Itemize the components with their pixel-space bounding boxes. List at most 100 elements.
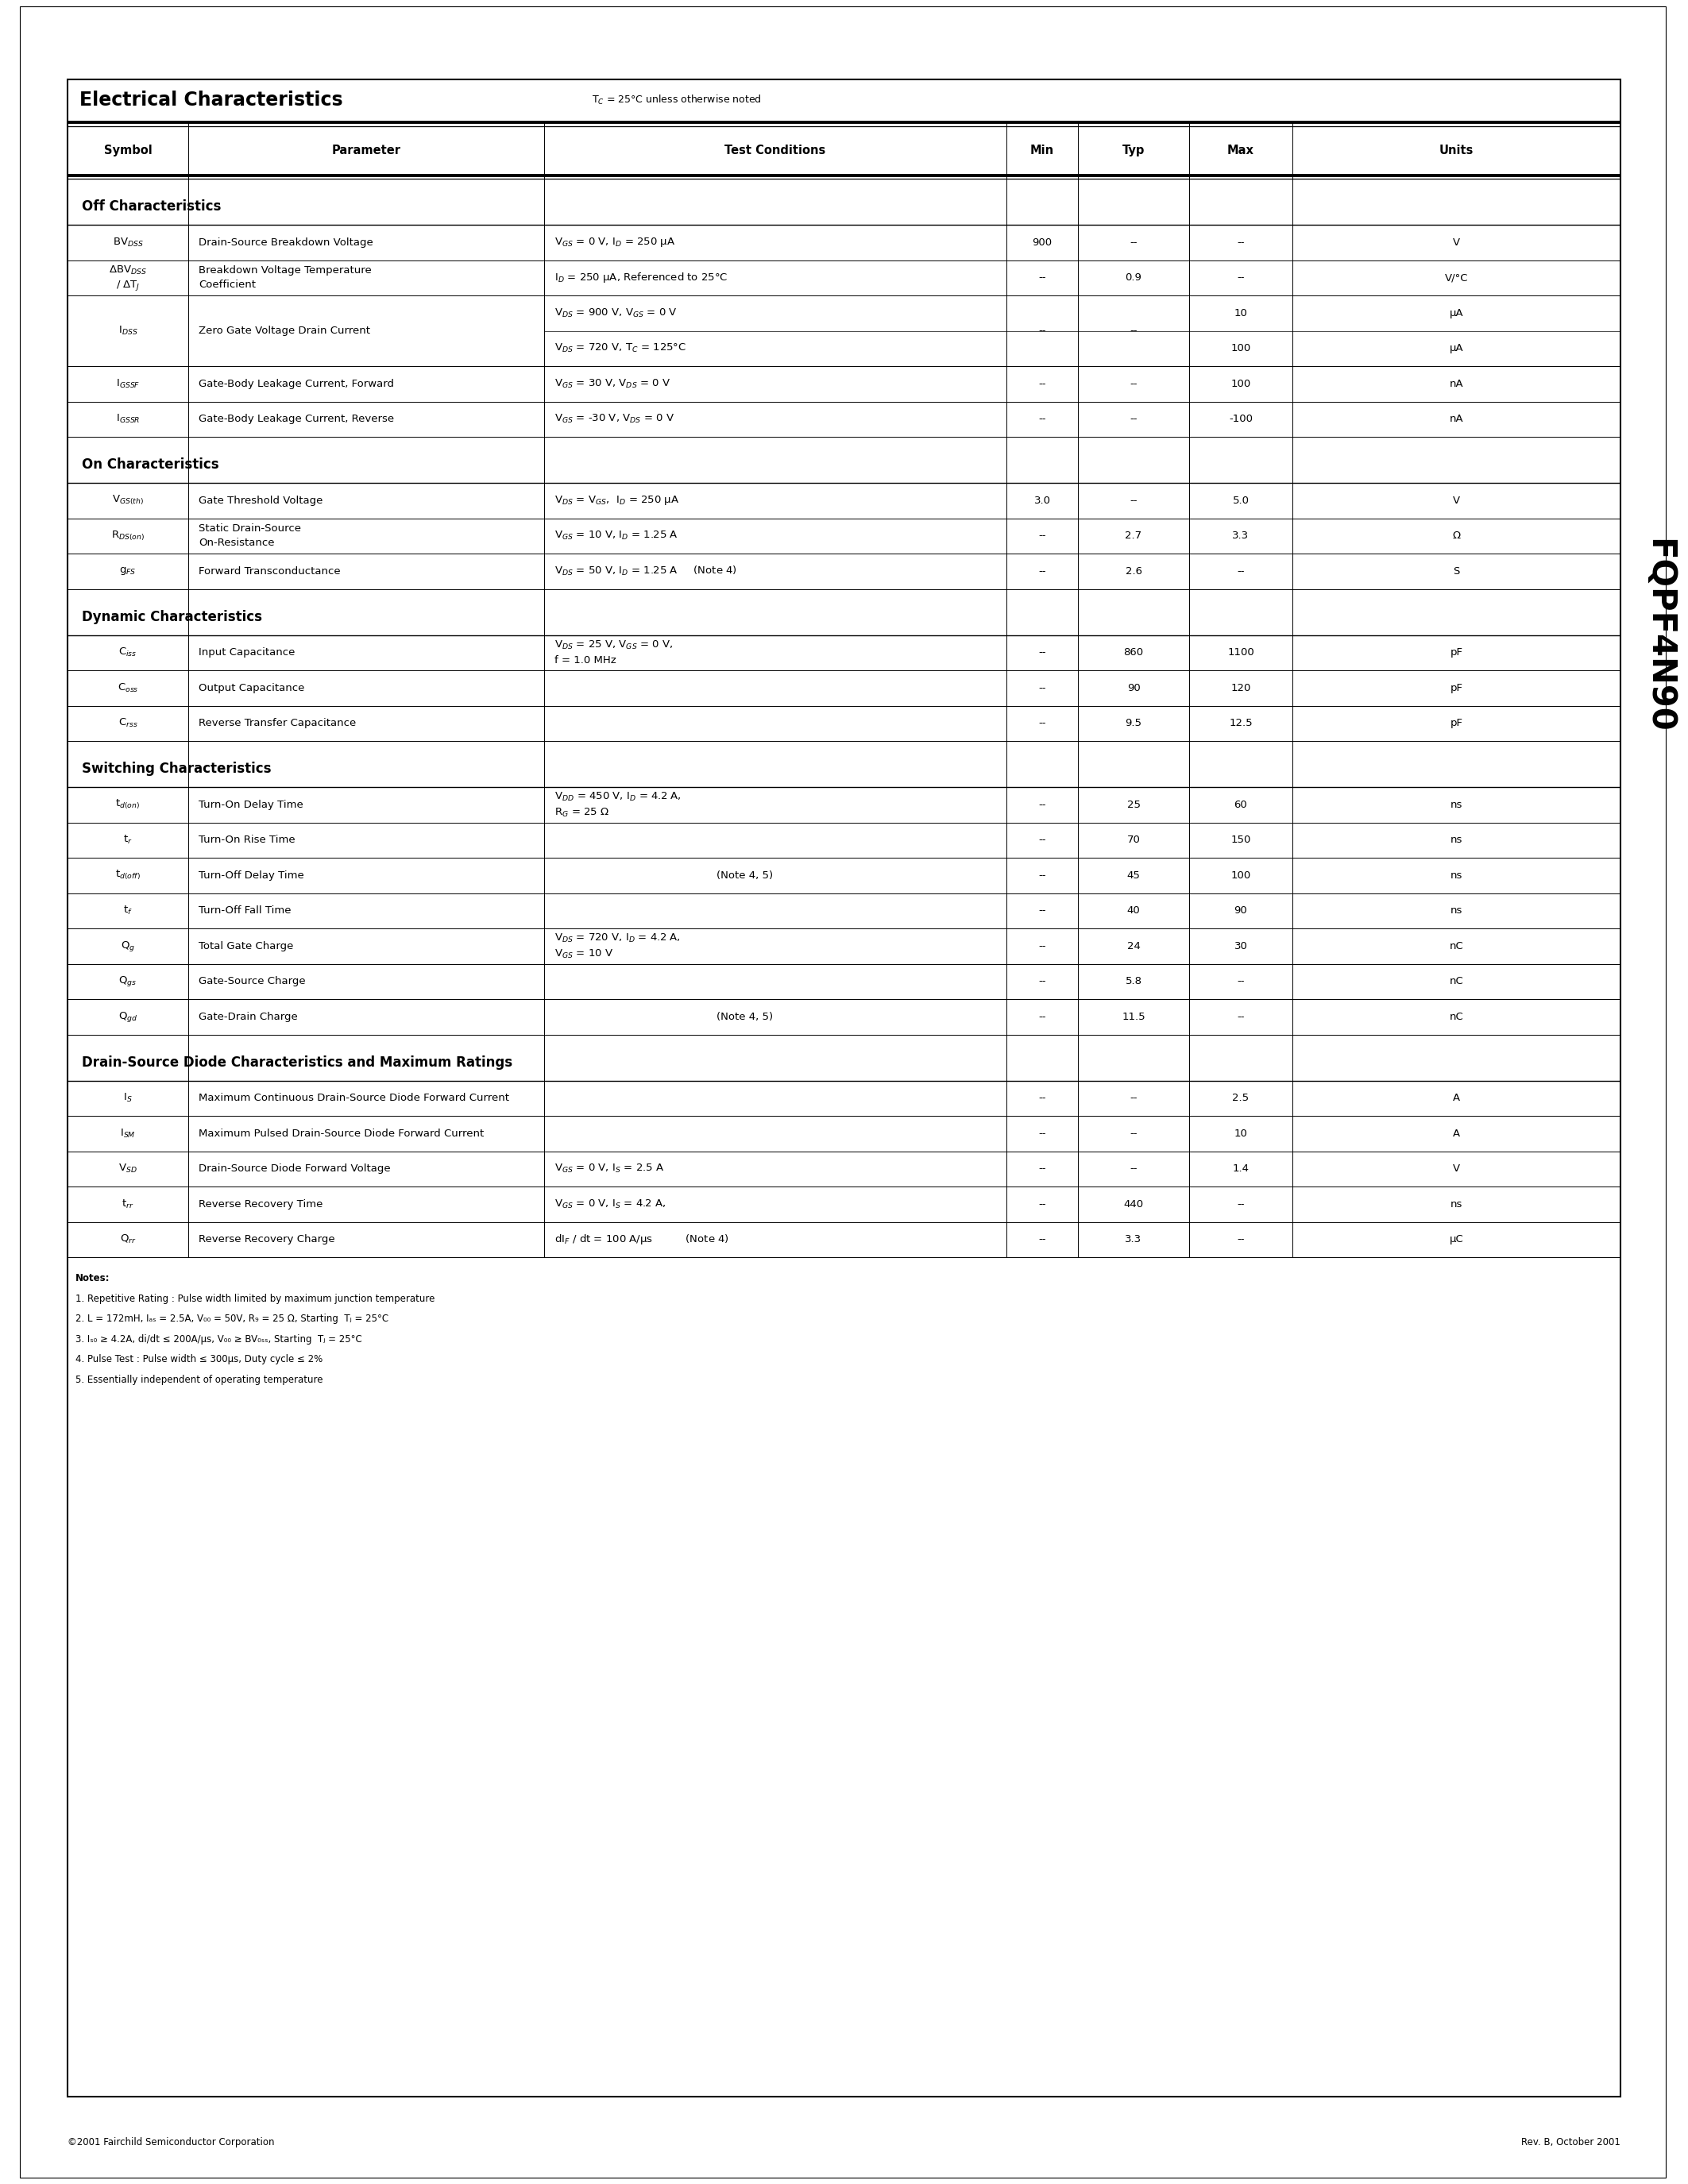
- Text: Test Conditions: Test Conditions: [724, 144, 825, 157]
- Text: 3.0: 3.0: [1033, 496, 1050, 507]
- Text: Gate-Body Leakage Current, Forward: Gate-Body Leakage Current, Forward: [199, 378, 393, 389]
- Text: --: --: [1129, 238, 1138, 247]
- Text: t$_{rr}$: t$_{rr}$: [122, 1199, 133, 1210]
- Text: μA: μA: [1450, 308, 1463, 319]
- Text: Units: Units: [1440, 144, 1474, 157]
- Text: Q$_{rr}$: Q$_{rr}$: [120, 1234, 137, 1245]
- Text: V$_{DS}$ = V$_{GS}$,  I$_{D}$ = 250 μA: V$_{DS}$ = V$_{GS}$, I$_{D}$ = 250 μA: [554, 494, 679, 507]
- Text: --: --: [1038, 415, 1047, 424]
- Text: --: --: [1237, 1199, 1244, 1210]
- Text: V$_{SD}$: V$_{SD}$: [118, 1162, 137, 1175]
- Text: Total Gate Charge: Total Gate Charge: [199, 941, 294, 952]
- Text: A: A: [1453, 1129, 1460, 1138]
- Text: On-Resistance: On-Resistance: [199, 537, 275, 548]
- Text: BV$_{DSS}$: BV$_{DSS}$: [113, 236, 143, 249]
- Text: Parameter: Parameter: [331, 144, 400, 157]
- Text: nC: nC: [1450, 941, 1463, 952]
- Text: --: --: [1038, 799, 1047, 810]
- Text: FQPF4N90: FQPF4N90: [1642, 537, 1674, 732]
- Text: V$_{DS}$ = 50 V, I$_{D}$ = 1.25 A     (Note 4): V$_{DS}$ = 50 V, I$_{D}$ = 1.25 A (Note …: [554, 566, 738, 577]
- Text: Switching Characteristics: Switching Characteristics: [81, 762, 272, 775]
- Text: Gate-Body Leakage Current, Reverse: Gate-Body Leakage Current, Reverse: [199, 415, 393, 424]
- Text: V$_{DS}$ = 720 V, T$_{C}$ = 125°C: V$_{DS}$ = 720 V, T$_{C}$ = 125°C: [554, 343, 687, 354]
- Text: --: --: [1129, 1092, 1138, 1103]
- Text: 90: 90: [1234, 906, 1247, 915]
- Text: --: --: [1038, 834, 1047, 845]
- Text: 2.6: 2.6: [1126, 566, 1141, 577]
- Text: 0.9: 0.9: [1126, 273, 1141, 284]
- Text: --: --: [1038, 325, 1047, 336]
- Text: Electrical Characteristics: Electrical Characteristics: [79, 90, 343, 109]
- Text: 3. Iₛ₀ ≥ 4.2A, di/dt ≤ 200A/μs, V₀₀ ≥ BV₀ₛₛ, Starting  Tⱼ = 25°C: 3. Iₛ₀ ≥ 4.2A, di/dt ≤ 200A/μs, V₀₀ ≥ BV…: [76, 1334, 361, 1343]
- Text: --: --: [1038, 378, 1047, 389]
- Text: C$_{rss}$: C$_{rss}$: [118, 716, 138, 729]
- Text: Off Characteristics: Off Characteristics: [81, 199, 221, 214]
- Text: --: --: [1038, 1011, 1047, 1022]
- Text: V$_{GS}$ = 10 V: V$_{GS}$ = 10 V: [554, 948, 613, 959]
- Text: (Note 4, 5): (Note 4, 5): [554, 1011, 773, 1022]
- Text: pF: pF: [1450, 646, 1463, 657]
- Text: --: --: [1038, 531, 1047, 542]
- Text: 120: 120: [1231, 684, 1251, 692]
- Text: --: --: [1129, 325, 1138, 336]
- Text: C$_{oss}$: C$_{oss}$: [118, 681, 138, 695]
- Text: Rev. B, October 2001: Rev. B, October 2001: [1521, 2138, 1620, 2147]
- Text: Reverse Transfer Capacitance: Reverse Transfer Capacitance: [199, 719, 356, 729]
- Text: g$_{FS}$: g$_{FS}$: [120, 566, 137, 577]
- Text: nA: nA: [1450, 415, 1463, 424]
- Text: 9.5: 9.5: [1126, 719, 1141, 729]
- Text: Input Capacitance: Input Capacitance: [199, 646, 295, 657]
- Text: 1.4: 1.4: [1232, 1164, 1249, 1175]
- Text: I$_{S}$: I$_{S}$: [123, 1092, 132, 1105]
- Text: t$_{r}$: t$_{r}$: [123, 834, 132, 845]
- Text: --: --: [1237, 1011, 1244, 1022]
- Text: nC: nC: [1450, 1011, 1463, 1022]
- Text: R$_{G}$ = 25 Ω: R$_{G}$ = 25 Ω: [554, 806, 609, 819]
- Text: S: S: [1453, 566, 1460, 577]
- Text: t$_{d(on)}$: t$_{d(on)}$: [115, 797, 140, 810]
- Text: 4. Pulse Test : Pulse width ≤ 300μs, Duty cycle ≤ 2%: 4. Pulse Test : Pulse width ≤ 300μs, Dut…: [76, 1354, 322, 1365]
- Text: f = 1.0 MHz: f = 1.0 MHz: [554, 655, 616, 666]
- Text: --: --: [1038, 869, 1047, 880]
- Text: V$_{DS}$ = 25 V, V$_{GS}$ = 0 V,: V$_{DS}$ = 25 V, V$_{GS}$ = 0 V,: [554, 640, 674, 651]
- Text: Gate Threshold Voltage: Gate Threshold Voltage: [199, 496, 322, 507]
- Text: Drain-Source Breakdown Voltage: Drain-Source Breakdown Voltage: [199, 238, 373, 247]
- Text: Ω: Ω: [1452, 531, 1460, 542]
- Text: Drain-Source Diode Characteristics and Maximum Ratings: Drain-Source Diode Characteristics and M…: [81, 1055, 513, 1070]
- Text: Reverse Recovery Time: Reverse Recovery Time: [199, 1199, 322, 1210]
- Text: T$_C$ = 25°C unless otherwise noted: T$_C$ = 25°C unless otherwise noted: [592, 94, 761, 107]
- Text: V$_{GS(th)}$: V$_{GS(th)}$: [111, 494, 143, 507]
- Text: --: --: [1038, 1234, 1047, 1245]
- Text: 10: 10: [1234, 1129, 1247, 1138]
- Text: I$_{GSSF}$: I$_{GSSF}$: [116, 378, 140, 389]
- Text: --: --: [1129, 1164, 1138, 1175]
- Text: V: V: [1453, 496, 1460, 507]
- Text: Q$_{gs}$: Q$_{gs}$: [118, 974, 137, 987]
- Text: I$_{DSS}$: I$_{DSS}$: [118, 325, 138, 336]
- Text: Typ: Typ: [1123, 144, 1144, 157]
- Text: ΔBV$_{DSS}$: ΔBV$_{DSS}$: [108, 264, 147, 275]
- Text: Q$_{gd}$: Q$_{gd}$: [118, 1009, 137, 1024]
- Text: Zero Gate Voltage Drain Current: Zero Gate Voltage Drain Current: [199, 325, 370, 336]
- Text: 30: 30: [1234, 941, 1247, 952]
- Text: V$_{DS}$ = 720 V, I$_{D}$ = 4.2 A,: V$_{DS}$ = 720 V, I$_{D}$ = 4.2 A,: [554, 933, 680, 943]
- Text: --: --: [1237, 566, 1244, 577]
- Text: 60: 60: [1234, 799, 1247, 810]
- Text: --: --: [1129, 415, 1138, 424]
- Text: 90: 90: [1128, 684, 1139, 692]
- Text: Q$_{g}$: Q$_{g}$: [122, 939, 135, 952]
- Text: --: --: [1237, 238, 1244, 247]
- Text: dI$_{F}$ / dt = 100 A/μs          (Note 4): dI$_{F}$ / dt = 100 A/μs (Note 4): [554, 1232, 729, 1247]
- Text: V/°C: V/°C: [1445, 273, 1469, 284]
- Text: Forward Transconductance: Forward Transconductance: [199, 566, 341, 577]
- Text: A: A: [1453, 1092, 1460, 1103]
- Text: Reverse Recovery Charge: Reverse Recovery Charge: [199, 1234, 334, 1245]
- Text: V$_{GS}$ = -30 V, V$_{DS}$ = 0 V: V$_{GS}$ = -30 V, V$_{DS}$ = 0 V: [554, 413, 675, 426]
- Text: 860: 860: [1124, 646, 1143, 657]
- Text: 100: 100: [1231, 343, 1251, 354]
- Text: V$_{GS}$ = 0 V, I$_{D}$ = 250 μA: V$_{GS}$ = 0 V, I$_{D}$ = 250 μA: [554, 236, 675, 249]
- Text: I$_{GSSR}$: I$_{GSSR}$: [116, 413, 140, 426]
- Text: Dynamic Characteristics: Dynamic Characteristics: [81, 609, 262, 625]
- Text: 5.8: 5.8: [1126, 976, 1141, 987]
- Text: --: --: [1038, 719, 1047, 729]
